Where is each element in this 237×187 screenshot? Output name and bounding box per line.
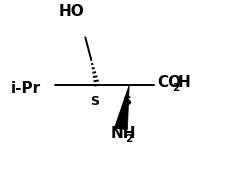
- Text: H: H: [177, 75, 190, 90]
- Text: HO: HO: [58, 4, 84, 19]
- Text: CO: CO: [158, 75, 182, 90]
- Text: i-Pr: i-Pr: [10, 81, 41, 96]
- Text: S: S: [90, 95, 99, 108]
- Text: 2: 2: [172, 83, 179, 93]
- Text: 2: 2: [126, 134, 133, 144]
- Text: S: S: [123, 95, 132, 108]
- Polygon shape: [114, 85, 129, 130]
- Text: NH: NH: [111, 126, 136, 141]
